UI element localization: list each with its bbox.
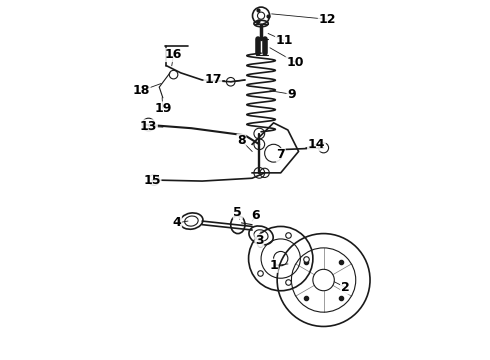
Text: 5: 5 bbox=[233, 206, 242, 219]
Text: 3: 3 bbox=[255, 234, 264, 247]
Text: 7: 7 bbox=[276, 148, 285, 162]
Text: 19: 19 bbox=[154, 102, 171, 115]
Text: 9: 9 bbox=[287, 88, 296, 101]
Text: 11: 11 bbox=[275, 34, 293, 47]
Text: 2: 2 bbox=[341, 281, 349, 294]
Text: 17: 17 bbox=[204, 73, 221, 86]
Text: 14: 14 bbox=[308, 138, 325, 151]
Text: 8: 8 bbox=[237, 134, 246, 147]
Text: 1: 1 bbox=[269, 259, 278, 272]
Text: 4: 4 bbox=[173, 216, 181, 229]
Text: 10: 10 bbox=[286, 55, 304, 69]
Text: 18: 18 bbox=[133, 84, 150, 97]
Text: 15: 15 bbox=[144, 174, 161, 186]
Text: 13: 13 bbox=[140, 120, 157, 133]
Text: 6: 6 bbox=[251, 209, 260, 222]
Text: 16: 16 bbox=[165, 49, 182, 62]
Text: 12: 12 bbox=[318, 13, 336, 26]
